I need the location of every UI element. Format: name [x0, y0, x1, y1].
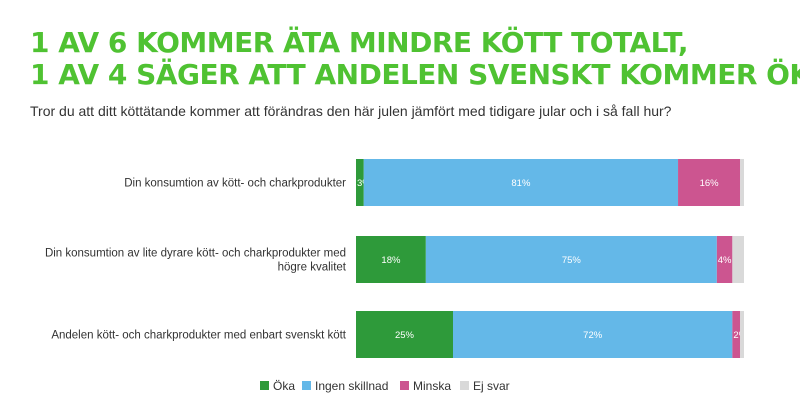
bar-segment-minska — [678, 159, 741, 206]
title-line-1: 1 AV 6 KOMMER ÄTA MINDRE KÖTT TOTALT, — [30, 26, 689, 59]
data-label: 81% — [511, 178, 531, 189]
bar-segment-minska — [716, 236, 733, 283]
data-label: 72% — [583, 330, 603, 341]
category-label: Andelen kött- och charkprodukter med enb… — [51, 330, 346, 342]
bar-segment-ej-svar — [740, 311, 744, 358]
bar-segment-ej-svar — [740, 159, 744, 206]
bar-segment-öka — [356, 159, 364, 206]
legend-swatch — [460, 381, 469, 390]
legend-label: Ej svar — [473, 379, 510, 393]
category-label: Din konsumtion av lite dyrare kött- och … — [45, 248, 347, 274]
bar-segment-ingen-skillnad — [363, 159, 679, 206]
bar-segment-öka — [356, 311, 453, 358]
legend-label: Öka — [273, 379, 295, 393]
legend-swatch — [260, 381, 269, 390]
title-line-2: 1 AV 4 SÄGER ATT ANDELEN SVENSKT KOMMER … — [30, 58, 800, 91]
data-label: 18% — [381, 255, 401, 266]
bar-segment-ej-svar — [732, 236, 744, 283]
bar-segment-ingen-skillnad — [453, 311, 733, 358]
chart-subtitle: Tror du att ditt köttätande kommer att f… — [30, 103, 672, 119]
data-label: 75% — [562, 255, 582, 266]
data-label: 16% — [700, 178, 720, 189]
bar-segment-minska — [732, 311, 741, 358]
legend-swatch — [400, 381, 409, 390]
data-label: 25% — [395, 330, 415, 341]
category-label: Din konsumtion av kött- och charkprodukt… — [124, 178, 346, 190]
legend-swatch — [302, 381, 311, 390]
bar-segment-öka — [356, 236, 426, 283]
legend-label: Minska — [413, 379, 451, 393]
data-label: 4% — [718, 255, 732, 266]
bar-segment-ingen-skillnad — [425, 236, 717, 283]
legend-label: Ingen skillnad — [315, 379, 388, 393]
